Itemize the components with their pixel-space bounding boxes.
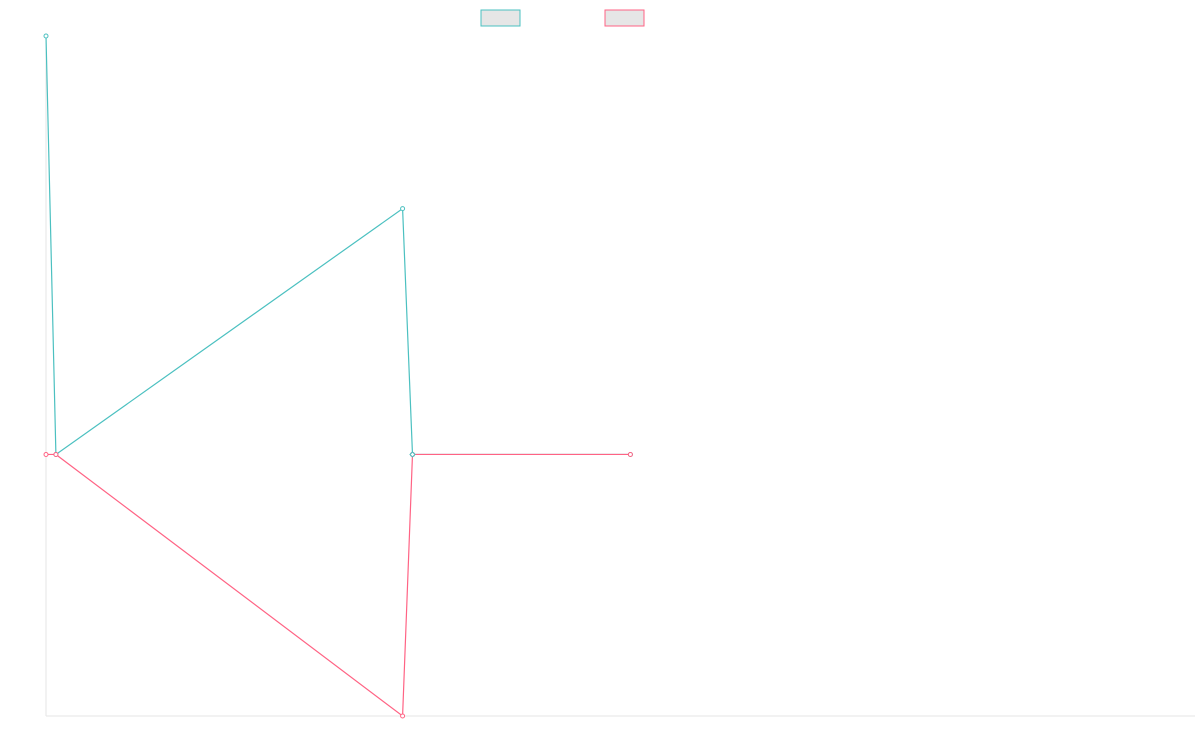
axes — [45, 36, 1195, 717]
legend-item — [604, 9, 645, 27]
data-point — [400, 206, 406, 212]
data-point — [400, 713, 406, 719]
data-point — [43, 33, 49, 39]
legend-item — [480, 9, 521, 27]
data-point — [409, 451, 416, 458]
data-point — [43, 451, 49, 457]
legend — [480, 9, 645, 27]
legend-swatch — [480, 9, 521, 27]
series-line — [45, 35, 631, 456]
series — [43, 451, 633, 719]
series-line — [46, 453, 631, 718]
series — [43, 33, 633, 457]
data-point — [53, 451, 59, 457]
series-lines — [43, 33, 633, 719]
data-point — [627, 451, 633, 457]
legend-swatch — [604, 9, 645, 27]
